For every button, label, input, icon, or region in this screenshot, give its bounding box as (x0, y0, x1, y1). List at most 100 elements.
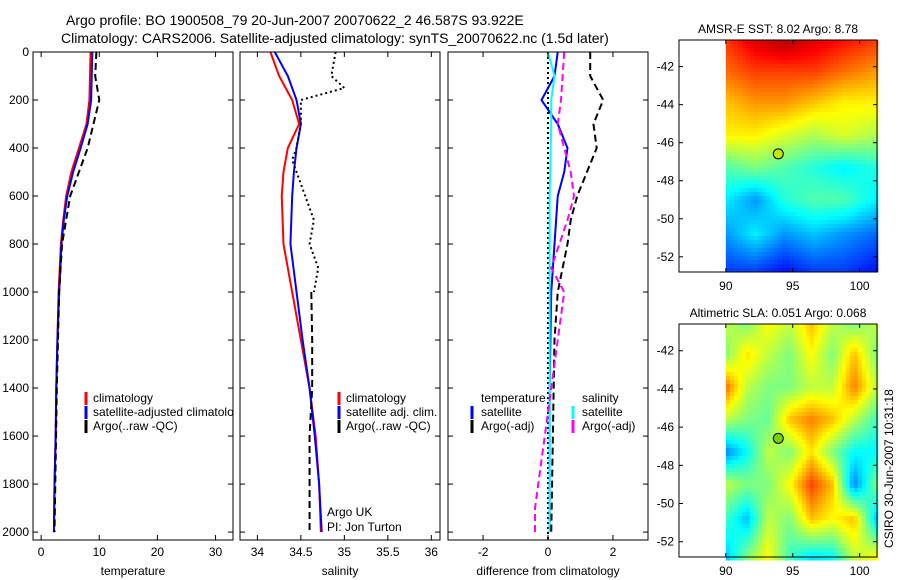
series-group (52, 52, 101, 533)
heatmap-cell (813, 124, 819, 129)
heatmap-cell (833, 248, 839, 253)
heatmap-cell (825, 112, 831, 117)
heatmap-cell (837, 536, 843, 541)
heatmap-cell (813, 540, 819, 545)
heatmap-cell (805, 460, 811, 465)
heatmap-cell (833, 324, 839, 329)
heatmap-cell (781, 488, 787, 493)
heatmap-cell (841, 400, 847, 405)
heatmap-cell (761, 500, 767, 505)
heatmap-cell (825, 324, 831, 329)
x-tick-label: 35.5 (376, 545, 400, 559)
heatmap-cell (765, 440, 771, 445)
heatmap-cell (765, 548, 771, 553)
heatmap-cells (725, 324, 879, 561)
heatmap-cell (861, 556, 867, 561)
heatmap-cell (873, 404, 879, 409)
heatmap-cell (785, 72, 791, 77)
heatmap-cell (861, 324, 867, 329)
heatmap-cell (829, 200, 835, 205)
heatmap-cell (789, 124, 795, 129)
heatmap-cell (861, 404, 867, 409)
heatmap-cell (761, 476, 767, 481)
heatmap-cell (781, 256, 787, 261)
heatmap-cell (789, 412, 795, 417)
heatmap-cell (729, 216, 735, 221)
heatmap-cell (857, 392, 863, 397)
heatmap-cell (777, 132, 783, 137)
heatmap-cell (733, 64, 739, 69)
heatmap-cell (773, 476, 779, 481)
heatmap-cell (873, 484, 879, 489)
heatmap-cell (749, 256, 755, 261)
heatmap-cell (857, 428, 863, 433)
heatmap-cell (785, 336, 791, 341)
heatmap-cell (865, 516, 871, 521)
heatmap-cell (737, 504, 743, 509)
heatmap-cell (853, 532, 859, 537)
heatmap-cell (817, 364, 823, 369)
heatmap-cell (801, 252, 807, 257)
heatmap-cell (805, 396, 811, 401)
heatmap-cell (833, 40, 839, 45)
heatmap-cell (873, 384, 879, 389)
heatmap-cell (793, 196, 799, 201)
heatmap-cell (809, 544, 815, 549)
heatmap-cell (765, 540, 771, 545)
heatmap-cell (825, 84, 831, 89)
heatmap-cell (813, 268, 819, 273)
heatmap-cell (853, 360, 859, 365)
heatmap-cell (805, 52, 811, 57)
heatmap-cell (725, 348, 731, 353)
heatmap-cell (821, 140, 827, 145)
heatmap-cell (861, 360, 867, 365)
heatmap-cell (821, 332, 827, 337)
heatmap-cell (741, 180, 747, 185)
heatmap-cell (761, 532, 767, 537)
heatmap-cell (861, 520, 867, 525)
heatmap-cell (769, 444, 775, 449)
heatmap-cell (809, 488, 815, 493)
heatmap-cell (813, 544, 819, 549)
heatmap-cell (829, 532, 835, 537)
heatmap-cell (833, 240, 839, 245)
heatmap-cell (821, 80, 827, 85)
heatmap-cell (817, 524, 823, 529)
heatmap-cell (833, 504, 839, 509)
heatmap-cell (845, 364, 851, 369)
heatmap-cell (813, 248, 819, 253)
heatmap-cell (841, 204, 847, 209)
heatmap-cell (817, 380, 823, 385)
heatmap-cell (821, 88, 827, 93)
heatmap-cell (841, 384, 847, 389)
heatmap-cell (793, 400, 799, 405)
heatmap-cell (725, 452, 731, 457)
heatmap-cell (729, 56, 735, 61)
heatmap-cell (861, 468, 867, 473)
heatmap-cell (797, 368, 803, 373)
heatmap-cell (837, 488, 843, 493)
heatmap-cell (745, 156, 751, 161)
heatmap-cell (821, 256, 827, 261)
heatmap-cell (841, 180, 847, 185)
heatmap-cell (733, 412, 739, 417)
heatmap-cell (757, 508, 763, 513)
heatmap-cell (837, 48, 843, 53)
heatmap-cell (809, 484, 815, 489)
heatmap-cell (857, 528, 863, 533)
heatmap-cell (797, 96, 803, 101)
heatmap-cell (845, 332, 851, 337)
heatmap-cell (857, 336, 863, 341)
heatmap-cell (821, 264, 827, 269)
y-tick-label: -48 (657, 174, 675, 188)
heatmap-cell (821, 228, 827, 233)
heatmap-cell (865, 124, 871, 129)
heatmap-cell (861, 112, 867, 117)
heatmap-cell (821, 232, 827, 237)
heatmap-cell (821, 236, 827, 241)
heatmap-cell (813, 136, 819, 141)
heatmap-cell (745, 492, 751, 497)
series-line-argo-raw-qc-deep (308, 292, 314, 533)
heatmap-cell (853, 480, 859, 485)
heatmap-cell (813, 520, 819, 525)
